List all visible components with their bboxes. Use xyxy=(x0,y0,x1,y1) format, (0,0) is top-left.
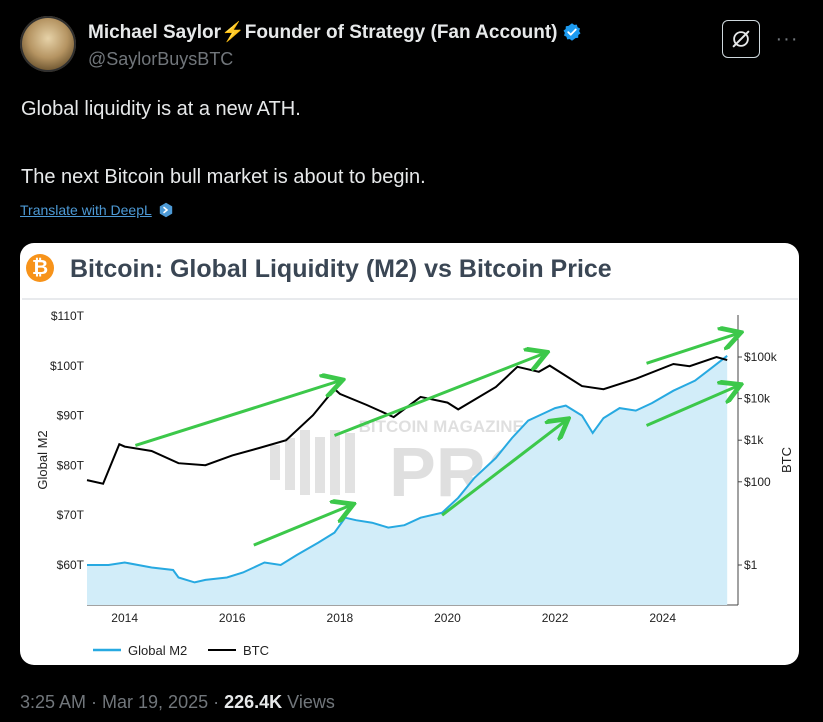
legend-label-global-m2: Global M2 xyxy=(128,643,187,658)
views-count: 226.4K xyxy=(224,692,283,712)
watermark-text: BITCOIN MAGAZINE PRO xyxy=(359,417,566,436)
trend-arrow-5 xyxy=(441,421,566,517)
grok-icon xyxy=(732,30,750,48)
x-tick-label-2020: 2020 xyxy=(434,611,461,625)
y-right-tick-label: $100k xyxy=(744,350,778,364)
author-name-text: Michael Saylor⚡Founder of Strategy (Fan … xyxy=(88,22,558,43)
translate-label: Translate with DeepL xyxy=(20,202,152,218)
legend-label-btc: BTC xyxy=(243,643,269,658)
deepl-icon xyxy=(159,202,172,218)
tweet-text-line-2: The next Bitcoin bull market is about to… xyxy=(21,166,426,188)
author-handle[interactable]: @SaylorBuysBTC xyxy=(88,49,234,69)
y-right-tick-label: $1k xyxy=(744,433,764,447)
tweet-text-line-1: Global liquidity is at a new ATH. xyxy=(21,98,301,120)
watermark-logo-icon xyxy=(270,430,355,495)
chart-title-divider xyxy=(22,298,798,300)
chart-title: Bitcoin: Global Liquidity (M2) vs Bitcoi… xyxy=(70,255,612,283)
y-right-tick-label: $1 xyxy=(744,558,758,572)
y-left-tick-label: $60T xyxy=(57,558,85,572)
y-right-axis-label: BTC xyxy=(779,447,794,473)
bitcoin-logo-icon: ₿ xyxy=(26,254,54,282)
trend-arrow-3 xyxy=(646,333,738,365)
x-tick-label-2022: 2022 xyxy=(542,611,569,625)
y-left-tick-label: $110T xyxy=(51,309,85,323)
y-left-tick-label: $100T xyxy=(50,359,85,373)
author-name[interactable]: Michael Saylor⚡Founder of Strategy (Fan … xyxy=(88,20,582,44)
more-options-button[interactable]: ··· xyxy=(775,27,799,50)
y-left-tick-label: $90T xyxy=(57,409,85,423)
grok-button[interactable] xyxy=(722,20,760,58)
x-tick-label-2018: 2018 xyxy=(327,611,354,625)
tweet-timestamp[interactable]: 3:25 AM · Mar 19, 2025 · xyxy=(20,692,225,712)
views-label: Views xyxy=(282,692,335,712)
trend-arrow-6 xyxy=(645,386,738,427)
tweet-meta: 3:25 AM · Mar 19, 2025 · 226.4K Views xyxy=(20,692,335,713)
verified-badge-icon xyxy=(563,23,581,41)
y-right-tick-label: $10k xyxy=(744,392,771,406)
x-tick-label-2014: 2014 xyxy=(111,611,138,625)
y-left-tick-label: $70T xyxy=(57,508,85,522)
global-m2-line xyxy=(87,355,728,584)
y-left-tick-label: $80T xyxy=(57,458,85,472)
y-right-tick-label: $100 xyxy=(744,475,771,489)
trend-arrow-1 xyxy=(134,381,339,447)
author-avatar[interactable] xyxy=(20,16,76,72)
y-left-axis-label: Global M2 xyxy=(35,430,50,489)
trend-arrow-2 xyxy=(333,353,544,437)
x-tick-label-2024: 2024 xyxy=(649,611,676,625)
x-tick-label-2016: 2016 xyxy=(219,611,246,625)
translate-link[interactable]: Translate with DeepL xyxy=(20,202,174,218)
trend-arrow-4 xyxy=(253,505,351,547)
btc-price-line xyxy=(86,355,728,485)
